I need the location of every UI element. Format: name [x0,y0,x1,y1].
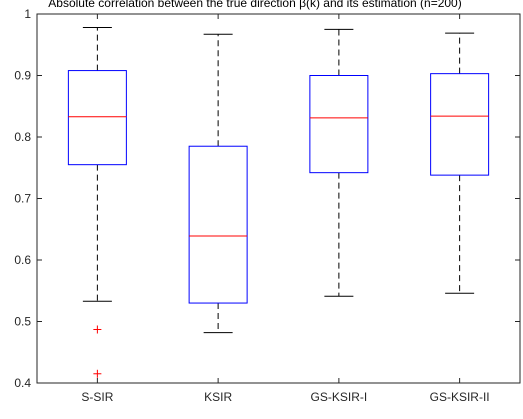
outlier-marker [93,369,102,378]
x-axis: S-SIR KSIR GS-KSIR-I GS-KSIR-II [81,14,490,404]
x-tick-label: GS-KSIR-II [430,390,490,404]
y-tick-label: 0.9 [14,69,31,83]
y-tick-label: 0.4 [14,376,31,390]
outlier-marker [93,325,102,334]
y-tick-label: 0.7 [14,192,31,206]
x-tick-label: GS-KSIR-I [311,390,368,404]
box-group [309,28,369,297]
chart-title: Absolute correlation between the true di… [48,0,461,10]
x-tick-label: S-SIR [81,390,113,404]
box-group [430,32,490,294]
iqr-box [188,145,248,304]
iqr-box [67,70,127,166]
iqr-box [430,73,490,176]
y-tick-label: 0.6 [14,253,31,267]
plot-area-frame [36,13,521,384]
x-tick-label: KSIR [204,390,232,404]
y-tick-label: 0.5 [14,315,31,329]
box-group [67,27,127,378]
y-tick-label: 1 [24,7,31,21]
iqr-box [309,75,369,174]
y-axis: 0.4 0.5 0.6 0.7 0.8 0.9 1 [14,7,520,390]
box-series [67,27,490,378]
box-group [188,33,248,334]
y-tick-label: 0.8 [14,130,31,144]
